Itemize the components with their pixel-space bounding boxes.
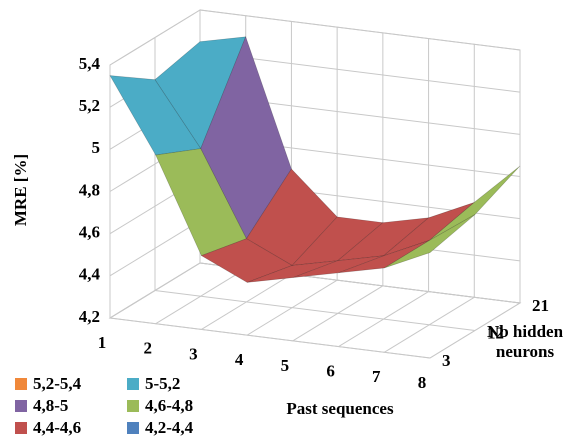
x-tick-label: 1 — [98, 333, 107, 352]
legend-label: 4,6-4,8 — [145, 396, 193, 415]
x-tick-label: 5 — [281, 356, 290, 375]
legend-label: 5,2-5,4 — [33, 374, 82, 393]
z-tick-label: 4,8 — [79, 180, 100, 199]
z-tick-label: 4,4 — [79, 265, 101, 284]
y-tick-label: 3 — [442, 351, 451, 370]
y-tick-label: 21 — [532, 296, 549, 315]
z-tick-label: 4,2 — [79, 307, 100, 326]
z-tick-label: 5,2 — [79, 96, 100, 115]
z-tick-label: 5,4 — [79, 54, 101, 73]
x-tick-label: 2 — [143, 339, 152, 358]
legend-label: 4,2-4,4 — [145, 418, 194, 437]
legend-swatch — [127, 400, 139, 412]
y-tick-label: 12 — [487, 323, 504, 342]
legend-swatch — [15, 422, 27, 434]
z-tick-label: 5 — [92, 138, 101, 157]
legend-label: 4,8-5 — [33, 396, 68, 415]
legend-swatch — [15, 400, 27, 412]
z-tick-label: 4,6 — [79, 223, 100, 242]
x-tick-label: 4 — [235, 350, 244, 369]
y-axis-label: Nb hidden neurons — [486, 322, 564, 361]
grid-line — [199, 9, 521, 51]
x-axis-label: Past sequences — [286, 399, 394, 418]
grid-line — [154, 290, 476, 331]
legend-swatch — [127, 378, 139, 390]
grid-line — [199, 51, 521, 93]
x-tick-label: 8 — [418, 373, 427, 392]
legend-swatch — [15, 378, 27, 390]
z-axis-label: MRE [%] — [11, 154, 30, 226]
legend-label: 4,4-4,6 — [33, 418, 81, 437]
x-tick-label: 7 — [372, 367, 381, 386]
x-tick-label: 6 — [326, 361, 335, 380]
legend-label: 5-5,2 — [145, 374, 180, 393]
legend-swatch — [127, 422, 139, 434]
x-tick-label: 3 — [189, 344, 198, 363]
grid-line — [109, 317, 431, 359]
surface-patch — [384, 214, 476, 269]
